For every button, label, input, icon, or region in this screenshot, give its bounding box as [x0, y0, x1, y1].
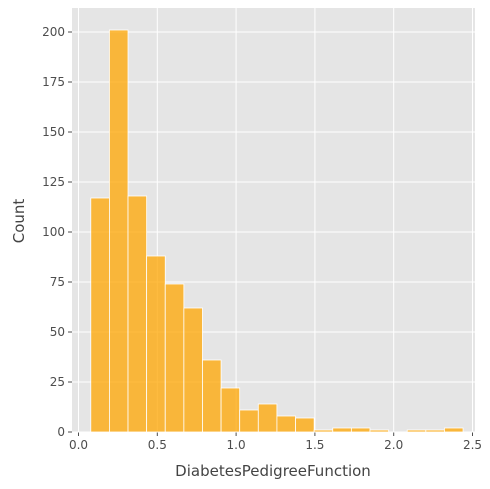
y-tick-label: 175	[42, 75, 65, 89]
x-axis-ticks: 0.0 0.5 1.0 1.5 2.0 2.5	[69, 438, 482, 452]
histogram-bar	[146, 255, 166, 433]
histogram-bar	[313, 429, 334, 433]
histogram-bar	[109, 29, 129, 433]
y-tick-label: 200	[42, 25, 65, 39]
histogram-bar	[257, 403, 278, 433]
histogram-bar	[276, 415, 296, 433]
histogram-bars	[90, 29, 464, 433]
histogram-bar	[164, 283, 185, 433]
histogram-bar	[202, 359, 222, 433]
histogram-bar	[295, 417, 315, 433]
histogram-bar	[183, 307, 203, 433]
x-tick-label: 0.0	[69, 438, 88, 452]
y-tick-label: 100	[42, 225, 65, 239]
histogram-bar	[220, 387, 241, 433]
histogram-bar	[369, 429, 389, 433]
y-tick-label: 75	[50, 275, 65, 289]
y-tick-label: 0	[57, 425, 65, 439]
x-tick-label: 2.0	[384, 438, 403, 452]
y-tick-label: 150	[42, 125, 65, 139]
y-tick-label: 25	[50, 375, 65, 389]
x-tick-label: 0.5	[148, 438, 167, 452]
histogram-bar	[350, 427, 371, 433]
x-tick-label: 1.0	[227, 438, 246, 452]
y-axis-ticks: 0 25 50 75 100 125 150 175 200	[42, 25, 65, 439]
histogram-bar	[444, 427, 464, 433]
histogram-bar	[406, 429, 427, 433]
x-axis-label: DiabetesPedigreeFunction	[175, 462, 371, 480]
x-tick-label: 2.5	[463, 438, 482, 452]
y-tick-label: 125	[42, 175, 65, 189]
histogram-bar	[127, 195, 148, 433]
y-axis-label: Count	[10, 199, 28, 244]
histogram-bar	[90, 197, 110, 433]
y-tick-label: 50	[50, 325, 65, 339]
histogram-bar	[332, 427, 352, 433]
histogram-bar	[425, 429, 445, 433]
x-tick-label: 1.5	[305, 438, 324, 452]
histogram-bar	[239, 409, 259, 433]
